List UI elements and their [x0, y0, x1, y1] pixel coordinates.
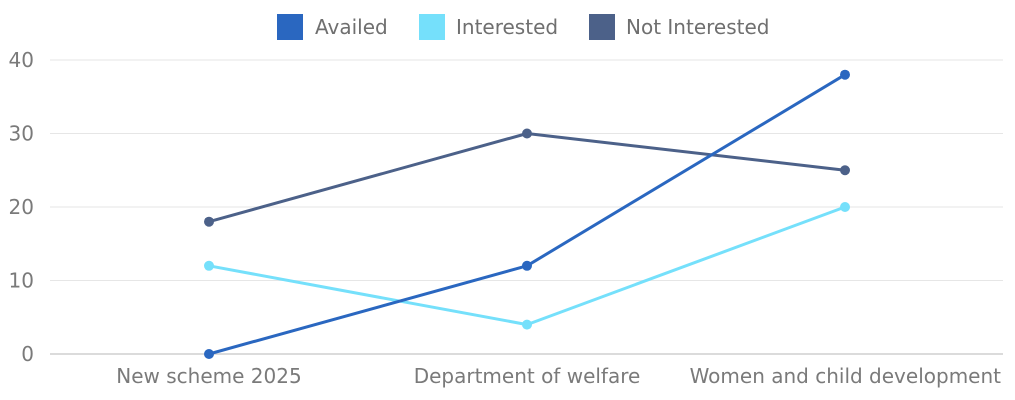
data-point-not-interested[interactable]	[204, 216, 214, 227]
x-tick-label: Department of welfare	[414, 364, 641, 388]
y-tick-label: 40	[9, 48, 34, 72]
legend-item-interested[interactable]: Interested	[419, 14, 558, 40]
legend-swatch	[419, 14, 445, 40]
data-point-interested[interactable]	[522, 319, 532, 330]
legend-item-not-interested[interactable]: Not Interested	[589, 14, 769, 40]
data-point-not-interested[interactable]	[840, 165, 850, 176]
x-tick-label: New scheme 2025	[116, 364, 301, 388]
y-tick-label: 0	[21, 342, 34, 366]
data-point-availed[interactable]	[204, 349, 214, 359]
y-tick-label: 20	[9, 195, 34, 219]
series-points	[204, 69, 850, 359]
legend-swatch	[589, 14, 615, 40]
x-tick-label: Women and child development	[690, 364, 1002, 388]
grid	[50, 59, 1003, 281]
legend-label: Availed	[315, 15, 388, 39]
data-point-availed[interactable]	[840, 69, 850, 80]
legend-swatch	[277, 14, 303, 40]
y-tick-label: 30	[9, 122, 34, 146]
legend-item-availed[interactable]: Availed	[277, 14, 388, 40]
data-point-interested[interactable]	[840, 202, 850, 212]
legend: Availed Interested Not Interested	[277, 14, 769, 40]
y-axis: 0 10 20 30 40	[9, 48, 34, 366]
data-point-not-interested[interactable]	[522, 128, 532, 139]
series-line-not-interested	[207, 132, 847, 224]
data-point-availed[interactable]	[522, 260, 532, 271]
legend-label: Not Interested	[626, 15, 769, 39]
data-point-interested[interactable]	[204, 260, 214, 271]
series-lines	[207, 73, 847, 356]
y-tick-label: 10	[9, 269, 34, 293]
x-axis: New scheme 2025 Department of welfare Wome…	[50, 353, 1003, 388]
legend-label: Interested	[456, 15, 558, 39]
series-line-availed	[207, 73, 847, 356]
